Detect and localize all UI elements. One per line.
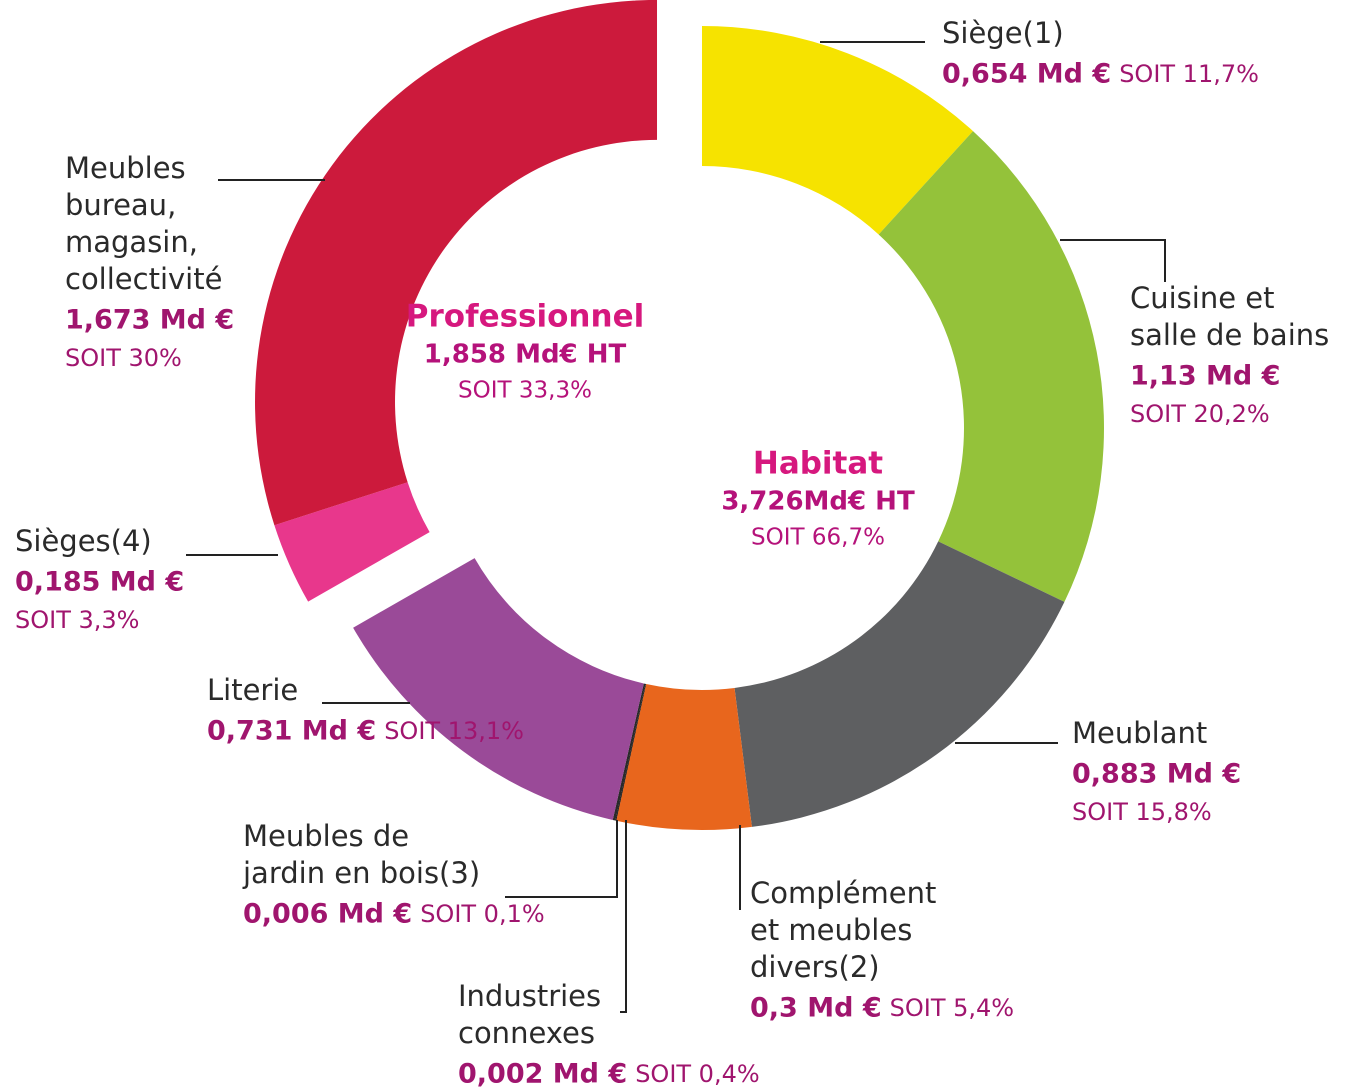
donut-segment xyxy=(353,558,644,820)
segment-name: Sièges(4) xyxy=(15,524,152,558)
segment-percent: SOIT 15,8% xyxy=(1072,798,1212,826)
segment-percent: SOIT 5,4% xyxy=(890,994,1014,1022)
donut-segment xyxy=(734,541,1065,827)
donut-segment xyxy=(255,0,658,526)
group-name: Habitat xyxy=(753,446,883,482)
segment-name: Siège(1) xyxy=(942,16,1064,50)
donut-segment xyxy=(702,26,974,235)
segment-percent: SOIT 0,1% xyxy=(420,900,544,928)
donut-segment xyxy=(878,131,1104,602)
segment-name: Meubles de jardin en bois(3) xyxy=(242,819,480,890)
group-value: 3,726Md€ HT xyxy=(721,487,915,517)
leader-line xyxy=(1060,239,1166,282)
segment-percent: SOIT 20,2% xyxy=(1130,400,1270,428)
leader-line xyxy=(620,820,627,1013)
segment-name: Cuisine et salle de bains xyxy=(1130,281,1329,352)
segment-name: Complément et meubles divers(2) xyxy=(750,876,936,984)
segment-value: 1,673 Md € xyxy=(65,305,234,336)
segment-value: 1,13 Md € xyxy=(1130,361,1280,392)
segment-percent: SOIT 3,3% xyxy=(15,606,139,634)
segment-value: 0,002 Md € xyxy=(458,1059,627,1088)
segment-percent: SOIT 11,7% xyxy=(1119,60,1259,88)
segment-value: 0,654 Md € xyxy=(942,59,1111,90)
segment-value: 0,006 Md € xyxy=(243,899,412,930)
group-percent: SOIT 33,3% xyxy=(458,378,592,404)
segment-name: Meubles bureau, magasin, collectivité xyxy=(65,151,222,296)
group-name: Professionnel xyxy=(406,299,644,335)
donut-segment xyxy=(615,683,647,821)
segment-percent: SOIT 13,1% xyxy=(384,717,524,745)
group-percent: SOIT 66,7% xyxy=(751,525,885,551)
leader-line xyxy=(505,820,618,898)
segment-value: 0,731 Md € xyxy=(207,716,376,747)
segment-percent: SOIT 30% xyxy=(65,344,182,372)
donut-segment xyxy=(274,482,430,602)
segment-value: 0,185 Md € xyxy=(15,567,184,598)
segment-name: Meublant xyxy=(1072,716,1207,750)
segment-percent: SOIT 0,4% xyxy=(635,1060,759,1088)
donut-segment xyxy=(616,683,752,830)
segment-value: 0,883 Md € xyxy=(1072,759,1241,790)
segment-value: 0,3 Md € xyxy=(750,993,882,1024)
group-value: 1,858 Md€ HT xyxy=(424,340,627,370)
segment-name: Industries connexes xyxy=(458,979,601,1050)
segment-name: Literie xyxy=(207,673,298,707)
donut-segment xyxy=(612,683,646,821)
